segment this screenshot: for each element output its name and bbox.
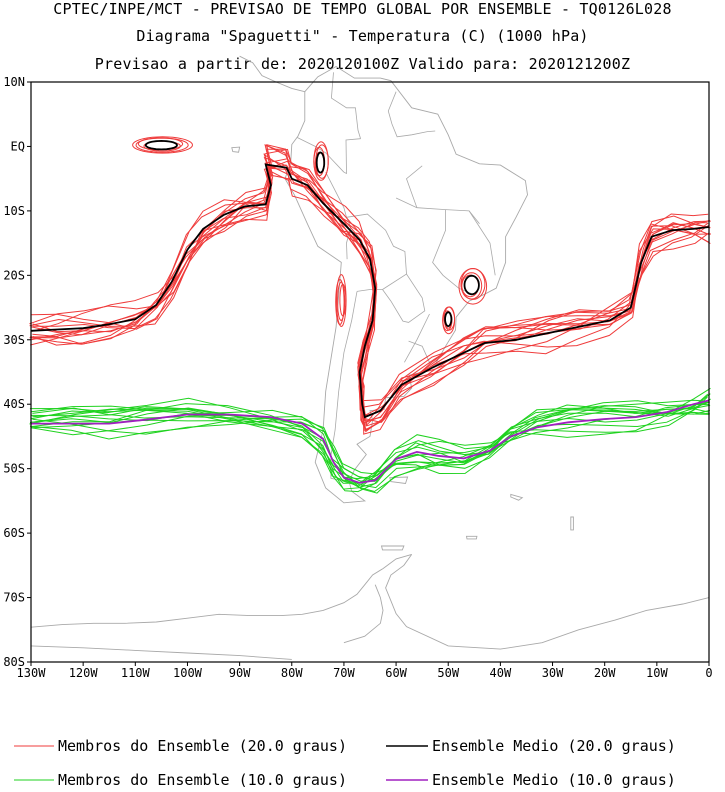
member-20-closed-contour — [458, 267, 488, 305]
south-orkney — [465, 535, 478, 540]
sandwich-islands — [570, 516, 574, 531]
member-20-closed-contour — [313, 141, 329, 181]
border-bolivia-brazil — [346, 213, 407, 275]
x-tick-label: 70W — [333, 666, 355, 680]
member-20-contour-3 — [31, 173, 712, 416]
member-20-closed-contour — [339, 283, 347, 317]
x-tick-label: 60W — [385, 666, 407, 680]
chart-title-line-3: Previsao a partir de: 2020120100Z Valido… — [94, 55, 631, 73]
member-20-contour-14 — [29, 168, 711, 418]
ross-edge — [30, 645, 292, 660]
member-20-contour-2 — [32, 167, 710, 402]
y-tick-label: 80S — [3, 655, 25, 669]
border-colombia-venezuela — [330, 72, 361, 139]
member-20-contour-8 — [32, 160, 711, 423]
member-20-closed-contour — [335, 278, 345, 326]
x-tick-label: 120W — [69, 666, 99, 680]
south-georgia — [510, 493, 524, 501]
mean-20-closed-contour — [144, 139, 178, 151]
x-tick-label: 100W — [173, 666, 203, 680]
member-20-contour-12 — [30, 144, 711, 432]
axis-ticks-layer: 130W 120W 110W 100W 90W 80W 70W 60W 50W 40W 30W 20W… — [3, 75, 712, 680]
member-20-closed-contour — [442, 306, 456, 335]
x-tick-label: 110W — [121, 666, 151, 680]
ensemble-mean-10-line — [31, 399, 710, 484]
member-20-contour-6 — [29, 156, 709, 428]
plot-frame — [30, 81, 710, 663]
member-10-contour-3 — [32, 393, 711, 494]
border-bolivia-argentina — [356, 289, 383, 292]
south-shetland — [380, 545, 405, 551]
x-tick-label: 90W — [229, 666, 251, 680]
member-10-contour-1 — [31, 387, 711, 493]
ensemble-mean-20-line — [30, 163, 710, 419]
member-10-contour-13 — [31, 407, 710, 484]
y-tick-label: 50S — [3, 462, 25, 476]
member-20-contour-7 — [30, 144, 710, 431]
member-20-contour-9 — [32, 164, 710, 408]
y-tick-label: 20S — [3, 268, 25, 282]
mean-20-closed-contour — [315, 151, 326, 174]
x-tick-label: 0 — [705, 666, 712, 680]
member-20-closed-contour — [135, 137, 189, 153]
y-tick-label: 40S — [3, 397, 25, 411]
x-tick-label: 10W — [646, 666, 668, 680]
antarctic-inner — [343, 584, 384, 644]
x-tick-label: 130W — [17, 666, 47, 680]
x-tick-label: 80W — [281, 666, 303, 680]
border-colombia-ecuador-peru — [296, 137, 345, 173]
member-20-closed-contour — [132, 136, 194, 154]
border-brazil-internal-4 — [406, 165, 423, 208]
member-20-contour-11 — [30, 158, 708, 427]
x-tick-label: 40W — [490, 666, 512, 680]
galapagos — [231, 146, 241, 153]
member-20-contour-5 — [29, 148, 709, 424]
y-tick-label: 30S — [3, 333, 25, 347]
central-america-coast — [239, 55, 305, 93]
x-tick-label: 20W — [594, 666, 616, 680]
y-tick-label: EQ — [11, 139, 25, 153]
legend-label-member20: Membros do Ensemble (20.0 graus) — [58, 737, 347, 755]
chart-title-line-2: Diagrama "Spaguetti" - Temperatura (C) (… — [136, 27, 589, 45]
mean-layer — [30, 163, 710, 484]
chart-title-line-1: CPTEC/INPE/MCT - PREVISAO DE TEMPO GLOBA… — [53, 0, 672, 18]
border-brazil-internal-1 — [395, 197, 480, 225]
y-tick-label: 10N — [3, 75, 25, 89]
member-20-contour-1 — [31, 163, 709, 422]
border-paraguay — [382, 273, 426, 323]
border-brazil-colombia — [343, 138, 361, 175]
border-argentina-uruguay — [404, 313, 430, 363]
legend-label-member10: Membros do Ensemble (10.0 graus) — [58, 771, 347, 789]
weddell-coast — [385, 554, 710, 650]
border-venezuela-guyana — [387, 91, 436, 138]
member-10-contour-12 — [31, 399, 710, 493]
mean-20-closed-contour — [463, 274, 480, 296]
x-tick-label: 50W — [437, 666, 459, 680]
legend-label-mean10: Ensemble Medio (10.0 graus) — [432, 771, 676, 789]
member-20-closed-contour — [335, 274, 347, 328]
member-20-contour-13 — [30, 144, 708, 433]
antarctic-peninsula — [30, 553, 412, 628]
border-chile-argentina — [330, 291, 358, 484]
mean-20-closed-contour — [444, 311, 453, 328]
border-brazil-internal-2 — [432, 209, 475, 296]
y-tick-label: 70S — [3, 591, 25, 605]
legend-label-mean20: Ensemble Medio (20.0 graus) — [432, 737, 676, 755]
members-20-layer — [29, 136, 712, 435]
x-tick-label: 30W — [542, 666, 564, 680]
border-brazil-internal-3 — [468, 210, 496, 276]
y-tick-label: 60S — [3, 526, 25, 540]
legend: Membros do Ensemble (20.0 graus) Ensembl… — [14, 737, 676, 789]
members-10-layer — [29, 387, 711, 494]
member-10-contour-11 — [29, 405, 710, 484]
border-brazil-uruguay — [408, 340, 431, 364]
member-20-contour-10 — [30, 148, 711, 435]
y-tick-label: 10S — [3, 204, 25, 218]
